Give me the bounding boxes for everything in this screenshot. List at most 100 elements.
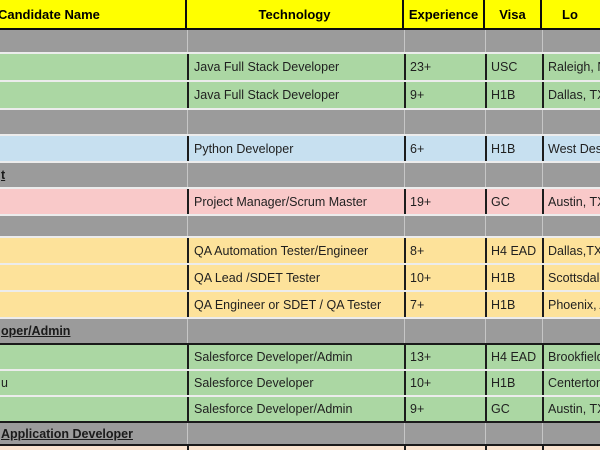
cell-candidate-name[interactable] — [0, 397, 187, 421]
cell-location[interactable]: Dallas,TX — [542, 238, 600, 263]
row-qa-lead-sdet: QA Lead /SDET Tester 10+ H1B Scottsdale — [0, 263, 600, 290]
cell-location[interactable] — [542, 30, 600, 52]
cell-experience[interactable]: 13+ — [404, 345, 485, 369]
cell-visa[interactable]: H4 EAD — [485, 238, 542, 263]
cell-candidate-name[interactable] — [0, 30, 187, 52]
cell-visa[interactable] — [485, 446, 542, 450]
cell-candidate-name[interactable] — [0, 238, 187, 263]
cell-location[interactable] — [542, 216, 600, 236]
cell-visa[interactable]: H1B — [485, 82, 542, 108]
cell-visa[interactable] — [485, 110, 542, 134]
cell-experience[interactable] — [404, 423, 485, 444]
cell-technology[interactable] — [187, 423, 404, 444]
row-salesforce-dev-admin-2: Salesforce Developer/Admin 9+ GC Austin,… — [0, 395, 600, 421]
cell-section-header[interactable]: Application Developer — [0, 423, 187, 444]
cell-technology[interactable]: QA Lead /SDET Tester — [187, 265, 404, 290]
row-java-fullstack-1: Java Full Stack Developer 23+ USC Raleig… — [0, 52, 600, 80]
cell-location[interactable]: Centerton — [542, 371, 600, 395]
cell-technology[interactable]: Salesforce Developer/Admin — [187, 345, 404, 369]
cell-technology[interactable]: Project Manager/Scrum Master — [187, 189, 404, 214]
cell-experience[interactable]: 6+ — [404, 136, 485, 161]
cell-experience[interactable] — [404, 163, 485, 187]
cell-visa[interactable]: H1B — [485, 371, 542, 395]
cell-visa[interactable]: GC — [485, 397, 542, 421]
cell-candidate-name[interactable] — [0, 345, 187, 369]
cell-experience[interactable]: 7+ — [404, 292, 485, 317]
cell-candidate-name[interactable]: u — [1, 376, 8, 390]
cell-location[interactable]: Phoenix, A — [542, 292, 600, 317]
row-salesforce-dev-admin-1: Salesforce Developer/Admin 13+ H4 EAD Br… — [0, 343, 600, 369]
cell-technology[interactable]: Java Full Stack Developer — [187, 54, 404, 80]
cell-location[interactable] — [542, 110, 600, 134]
cell-location[interactable]: Dallas, TX — [542, 82, 600, 108]
cell-location[interactable] — [542, 319, 600, 343]
cell-location[interactable]: Austin, TX — [542, 397, 600, 421]
cell-experience[interactable] — [404, 216, 485, 236]
cell-visa[interactable]: H1B — [485, 265, 542, 290]
cell-candidate-name[interactable] — [0, 136, 187, 161]
cell-technology[interactable]: QA Automation Tester/Engineer — [187, 238, 404, 263]
cell-technology[interactable]: Java Full Stack Developer — [187, 82, 404, 108]
row-python-developer: Python Developer 6+ H1B West Des — [0, 134, 600, 161]
cell-candidate-name[interactable] — [0, 54, 187, 80]
row-salesforce-developer: u Salesforce Developer 10+ H1B Centerton — [0, 369, 600, 395]
cell-experience[interactable]: 19+ — [404, 189, 485, 214]
cell-technology[interactable] — [187, 30, 404, 52]
cell-location[interactable] — [542, 163, 600, 187]
cell-candidate-name[interactable] — [0, 189, 187, 214]
cell-technology[interactable] — [187, 163, 404, 187]
cell-visa[interactable]: GC — [485, 189, 542, 214]
row-qa-automation-tester: QA Automation Tester/Engineer 8+ H4 EAD … — [0, 236, 600, 263]
cell-visa[interactable] — [485, 30, 542, 52]
cell-visa[interactable] — [485, 319, 542, 343]
cell-technology[interactable] — [187, 319, 404, 343]
row-java-fullstack-2: Java Full Stack Developer 9+ H1B Dallas,… — [0, 80, 600, 108]
cell-experience[interactable] — [404, 319, 485, 343]
cell-section-header[interactable]: oper/Admin — [0, 319, 187, 343]
cell-experience[interactable]: 23+ — [404, 54, 485, 80]
cell-visa[interactable]: H1B — [485, 136, 542, 161]
cell-experience[interactable]: 10+ — [404, 371, 485, 395]
cell-location[interactable]: Scottsdale — [542, 265, 600, 290]
cell-technology[interactable]: Python Developer — [187, 136, 404, 161]
cell-technology[interactable] — [187, 110, 404, 134]
column-header-visa[interactable]: Visa — [483, 0, 540, 28]
cell-visa[interactable]: H4 EAD — [485, 345, 542, 369]
cell-visa[interactable]: USC — [485, 54, 542, 80]
cell-experience[interactable]: 10+ — [404, 265, 485, 290]
cell-technology[interactable] — [187, 216, 404, 236]
cell-location[interactable]: Raleigh, N — [542, 54, 600, 80]
separator-row — [0, 30, 600, 52]
cell-location[interactable] — [542, 446, 600, 450]
cell-visa[interactable] — [485, 163, 542, 187]
column-header-location[interactable]: Lo — [540, 0, 598, 28]
cell-technology[interactable]: QA Engineer or SDET / QA Tester — [187, 292, 404, 317]
cell-candidate-name[interactable] — [0, 82, 187, 108]
cell-experience[interactable] — [404, 110, 485, 134]
column-header-experience[interactable]: Experience — [402, 0, 483, 28]
column-header-technology[interactable]: Technology — [185, 0, 402, 28]
cell-visa[interactable] — [485, 423, 542, 444]
cell-candidate-name[interactable] — [0, 292, 187, 317]
cell-experience[interactable]: 9+ — [404, 82, 485, 108]
cell-visa[interactable]: H1B — [485, 292, 542, 317]
cell-candidate-name[interactable] — [0, 265, 187, 290]
cell-location[interactable]: West Des — [542, 136, 600, 161]
cell-experience[interactable] — [404, 30, 485, 52]
cell-candidate-name[interactable] — [0, 110, 187, 134]
cell-technology[interactable]: Salesforce Developer/Admin — [187, 397, 404, 421]
cell-experience[interactable]: 9+ — [404, 397, 485, 421]
cell-technology[interactable] — [187, 446, 404, 450]
column-header-candidate-name[interactable]: Candidate Name — [0, 6, 100, 22]
cell-location[interactable]: Austin, TX — [542, 189, 600, 214]
cell-experience[interactable]: 8+ — [404, 238, 485, 263]
cell-location[interactable] — [542, 423, 600, 444]
cell-location[interactable]: Brookfield — [542, 345, 600, 369]
cell-candidate-name[interactable] — [0, 216, 187, 236]
cell-technology[interactable]: Salesforce Developer — [187, 371, 404, 395]
cell-candidate-name[interactable] — [0, 446, 187, 450]
cell-experience[interactable] — [404, 446, 485, 450]
cell-visa[interactable] — [485, 216, 542, 236]
cell-section-header[interactable]: t — [0, 163, 187, 187]
